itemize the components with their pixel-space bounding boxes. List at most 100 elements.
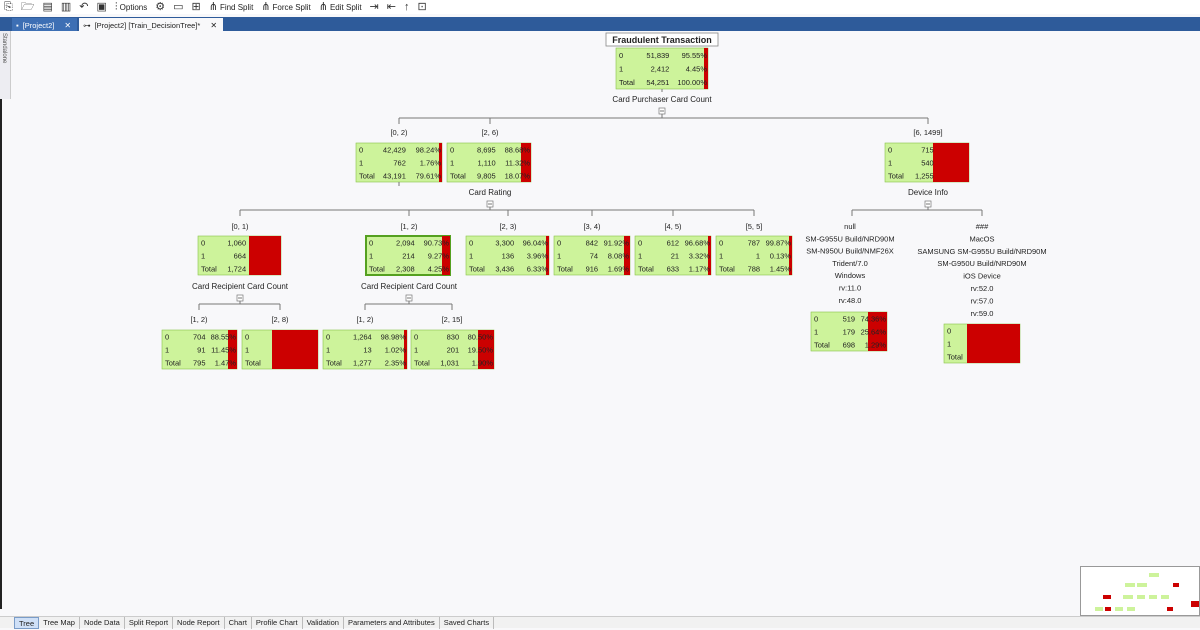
arrow-right-button[interactable]: ⇥: [366, 0, 383, 14]
fraud-ratio-bar: [228, 330, 237, 369]
tree-node[interactable]: [322, 329, 408, 370]
tab-project2[interactable]: ▪ [Project2] ✕: [12, 18, 78, 31]
arrow-up-icon: ↑: [403, 1, 410, 13]
options-button[interactable]: ⫶ Options: [111, 0, 151, 14]
edit-split-icon: ⋔: [318, 1, 328, 13]
device-value-label: iOS Device: [963, 272, 1001, 281]
node-class-label: Total: [888, 171, 904, 180]
node-count: 612: [667, 238, 680, 247]
branch-label: [5, 5]: [746, 222, 763, 231]
node-class-label: 1: [947, 339, 951, 348]
tree-node[interactable]: [615, 47, 709, 90]
root-title: Fraudulent Transaction: [612, 35, 712, 45]
split-label: Card Rating: [469, 188, 512, 197]
node-count: 54,251: [646, 78, 669, 87]
node-class-label: 1: [369, 251, 373, 260]
branch-label: [2, 15]: [442, 315, 463, 324]
new-file-button[interactable]: ⎘: [0, 0, 17, 14]
close-icon[interactable]: ✕: [210, 21, 218, 30]
node-class-label: 0: [414, 332, 418, 341]
node-class-label: Total: [165, 358, 181, 367]
tab-validation[interactable]: Validation: [303, 616, 344, 629]
fraud-ratio-bar: [967, 324, 1020, 363]
node-class-label: 0: [450, 145, 454, 154]
window-button[interactable]: ▭: [169, 0, 187, 14]
tab-chart[interactable]: Chart: [225, 616, 252, 629]
save-all-button[interactable]: ▥: [57, 0, 75, 14]
node-percent: 3.96%: [527, 251, 549, 260]
device-value-label: ###: [976, 222, 989, 231]
split-label: Card Purchaser Card Count: [612, 95, 712, 104]
node-percent: 2.35%: [385, 358, 407, 367]
node-count: 788: [748, 264, 761, 273]
tab-profile-chart[interactable]: Profile Chart: [252, 616, 303, 629]
expand-button[interactable]: ⊡: [413, 0, 430, 14]
tree-node[interactable]: [446, 142, 532, 183]
layout-button[interactable]: ⊞: [188, 0, 205, 14]
tree-node[interactable]: [715, 235, 793, 276]
node-class-label: 0: [814, 314, 818, 323]
device-value-label: rv:52.0: [971, 284, 994, 293]
device-value-label: rv:57.0: [971, 296, 994, 305]
tab-train-decision-tree[interactable]: ⊶ [Project2] [Train_DecisionTree]* ✕: [79, 18, 224, 31]
node-class-label: 0: [201, 238, 205, 247]
tab-node-data[interactable]: Node Data: [80, 616, 125, 629]
tab-tree[interactable]: Tree: [14, 616, 40, 629]
settings-button[interactable]: ⚙: [151, 0, 169, 14]
tab-split-report[interactable]: Split Report: [125, 616, 174, 629]
find-split-button[interactable]: ⋔ Find Split: [205, 0, 258, 14]
branch-label: [1, 2): [190, 315, 208, 324]
fraud-ratio-bar: [521, 143, 531, 182]
force-split-icon: ⋔: [261, 1, 271, 13]
node-class-label: 1: [245, 345, 249, 354]
close-icon[interactable]: ✕: [64, 21, 72, 30]
tree-node[interactable]: [634, 235, 712, 276]
fraud-ratio-bar: [708, 236, 711, 275]
arrow-left-button[interactable]: ⇤: [383, 0, 400, 14]
node-count: 201: [447, 345, 460, 354]
node-percent: 98.98%: [381, 332, 407, 341]
node-count: 1,255: [915, 171, 934, 180]
node-percent: 1.69%: [608, 264, 630, 273]
minimap-preview: [1095, 573, 1199, 611]
save-button[interactable]: ▤: [38, 0, 56, 14]
fraud-ratio-bar: [478, 330, 494, 369]
node-count: 830: [447, 332, 460, 341]
tab-parameters-and-attributes[interactable]: Parameters and Attributes: [344, 616, 440, 629]
node-class-label: 1: [326, 345, 330, 354]
open-folder-button[interactable]: 🗁: [17, 0, 39, 14]
tree-node[interactable]: [365, 235, 451, 276]
node-class-label: 1: [619, 65, 623, 74]
node-count: 42,429: [383, 145, 406, 154]
node-count: 1,110: [478, 158, 496, 167]
tree-icon: ⊶: [83, 21, 91, 30]
node-class-label: Total: [947, 352, 963, 361]
tree-minimap[interactable]: [1080, 566, 1200, 616]
edit-split-button[interactable]: ⋔ Edit Split: [315, 0, 366, 14]
bottom-view-tabs: Tree Tree Map Node Data Split Report Node Re…: [0, 616, 1200, 629]
force-split-button[interactable]: ⋔ Force Split: [257, 0, 314, 14]
fraud-ratio-bar: [404, 330, 407, 369]
node-percent: 1.29%: [865, 340, 887, 349]
node-percent: 79.61%: [416, 171, 442, 180]
tab-tree-map[interactable]: Tree Map: [39, 616, 80, 629]
fraud-ratio-bar: [249, 236, 281, 275]
tree-node[interactable]: [161, 329, 238, 370]
undo-button[interactable]: ↶: [75, 0, 92, 14]
expand-icon: ⊡: [417, 1, 427, 13]
print-button[interactable]: ▣: [92, 0, 110, 14]
node-count: 51,839: [646, 51, 669, 60]
node-class-label: 1: [638, 251, 642, 260]
standalone-side-panel[interactable]: Standalone: [0, 31, 11, 99]
tab-saved-charts[interactable]: Saved Charts: [440, 616, 495, 629]
tab-node-report[interactable]: Node Report: [173, 616, 225, 629]
tree-node[interactable]: [553, 235, 631, 276]
node-count: 1,031: [440, 358, 459, 367]
arrow-up-button[interactable]: ↑: [400, 0, 414, 14]
node-percent: 88.68%: [505, 145, 531, 154]
tree-node[interactable]: [465, 235, 550, 276]
node-percent: 100.00%: [677, 78, 707, 87]
node-class-label: Total: [557, 264, 573, 273]
node-class-label: Total: [359, 171, 375, 180]
